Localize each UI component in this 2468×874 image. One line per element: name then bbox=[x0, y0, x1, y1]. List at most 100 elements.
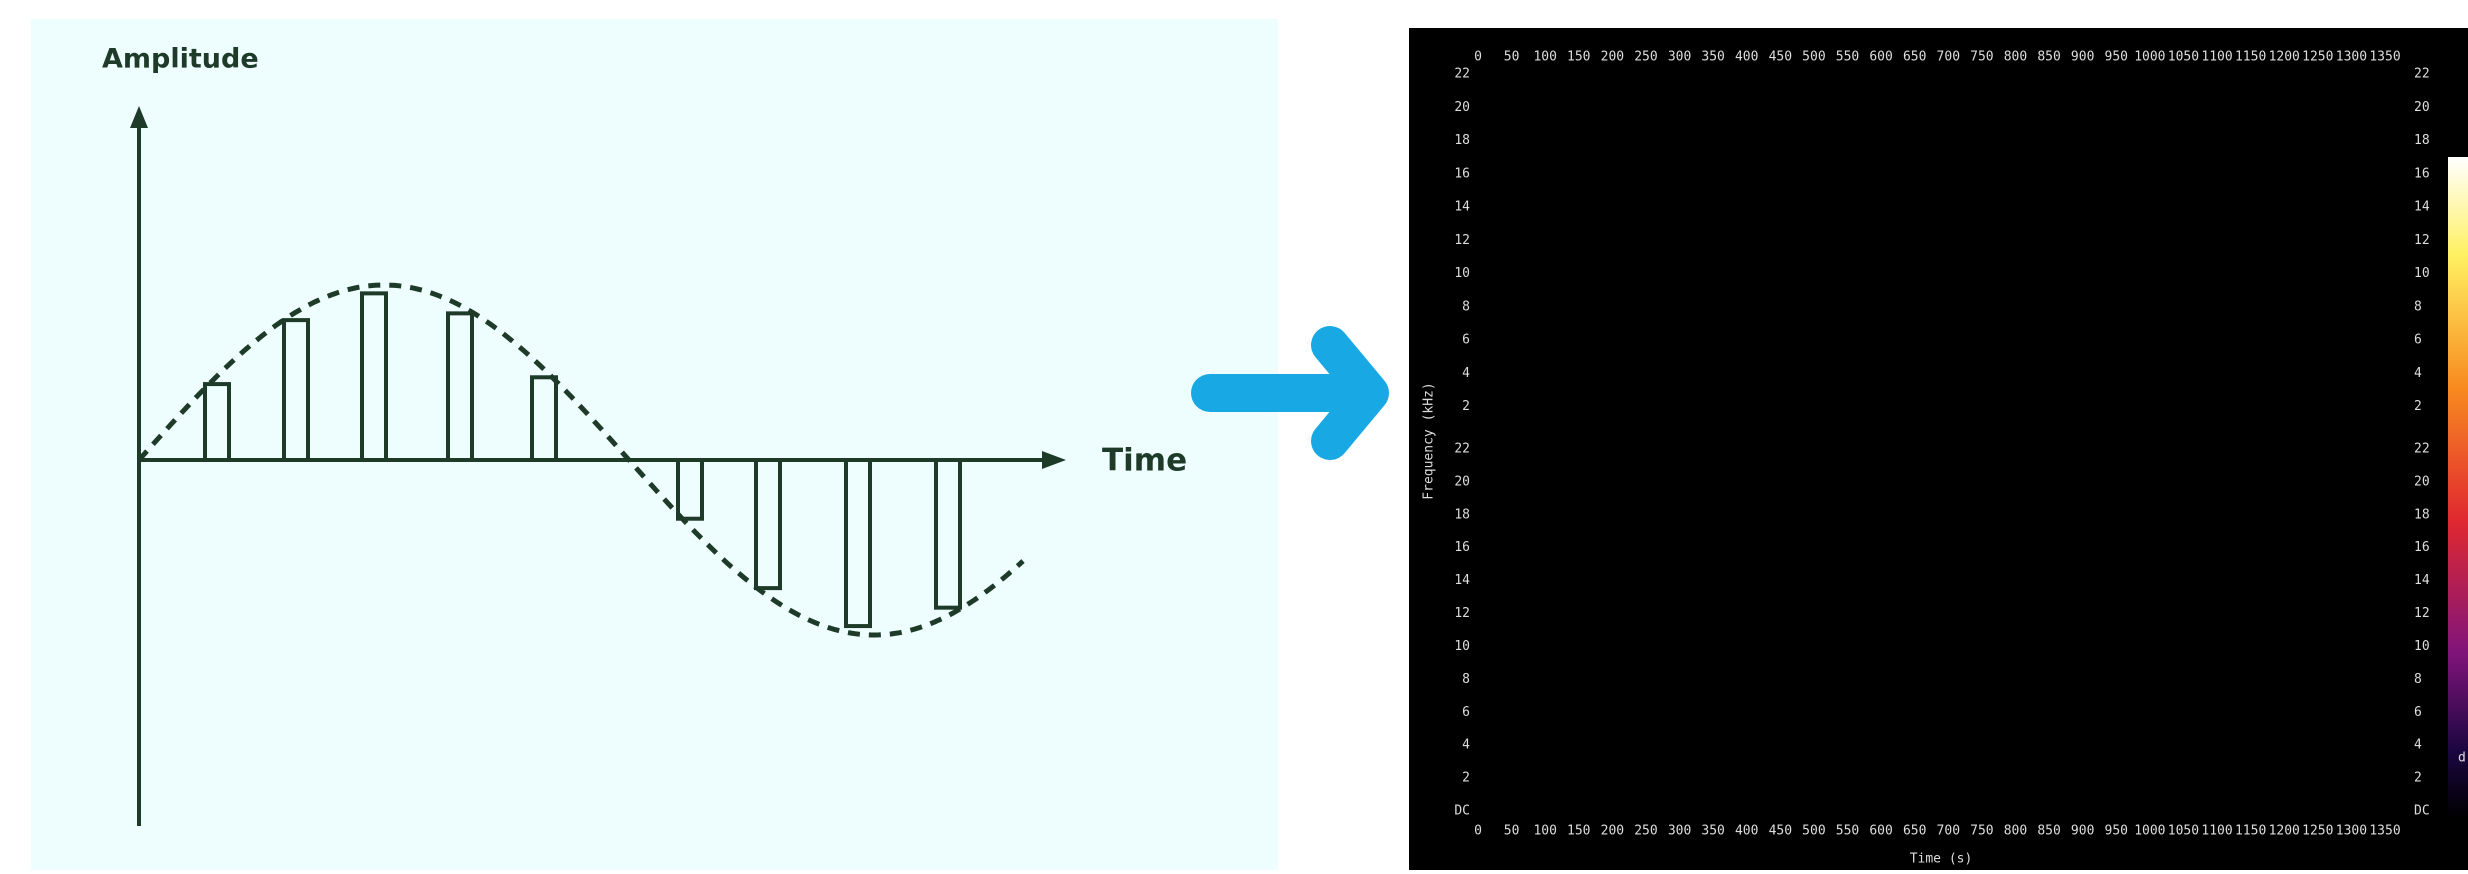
x-tick-label-top: 0 bbox=[1474, 50, 1482, 65]
x-tick-label-top: 850 bbox=[2037, 50, 2060, 65]
x-tick-label-bottom: 100 bbox=[1533, 824, 1556, 839]
x-tick-label-bottom: 300 bbox=[1668, 824, 1691, 839]
x-tick-label-top: 1050 bbox=[2168, 50, 2199, 65]
y-axis-label: Amplitude bbox=[102, 44, 259, 75]
x-tick-label-bottom: 150 bbox=[1567, 824, 1590, 839]
x-tick-label-top: 700 bbox=[1937, 50, 1960, 65]
y-tick-label-right: 10 bbox=[2414, 639, 2430, 654]
x-tick-label-top: 50 bbox=[1504, 50, 1520, 65]
x-tick-label-top: 500 bbox=[1802, 50, 1825, 65]
colorbar-label: d bbox=[2458, 751, 2466, 766]
y-tick-label-right: 22 bbox=[2414, 67, 2430, 82]
x-tick-label-top: 150 bbox=[1567, 50, 1590, 65]
y-tick-label-left: DC bbox=[1454, 804, 1470, 819]
x-tick-label-top: 1250 bbox=[2302, 50, 2333, 65]
x-axis-label: Time bbox=[1102, 443, 1187, 479]
figure: Amplitude Time d Time (s) Frequency (kHz… bbox=[0, 0, 2468, 870]
y-tick-label-right: 2 bbox=[2414, 399, 2422, 414]
x-tick-label-bottom: 550 bbox=[1836, 824, 1859, 839]
y-tick-label-left: 2 bbox=[1462, 771, 1470, 786]
y-axis-title: Frequency (kHz) bbox=[1422, 382, 1437, 499]
y-tick-label-left: 20 bbox=[1454, 474, 1470, 489]
y-tick-label-left: 20 bbox=[1454, 100, 1470, 115]
x-tick-label-top: 1350 bbox=[2369, 50, 2400, 65]
y-tick-label-left: 4 bbox=[1462, 738, 1470, 753]
colorbar bbox=[2448, 157, 2468, 818]
x-tick-label-bottom: 500 bbox=[1802, 824, 1825, 839]
x-tick-label-bottom: 250 bbox=[1634, 824, 1657, 839]
x-tick-label-top: 1100 bbox=[2201, 50, 2232, 65]
x-tick-label-top: 400 bbox=[1735, 50, 1758, 65]
y-tick-label-left: 12 bbox=[1454, 233, 1470, 248]
x-tick-label-top: 1300 bbox=[2336, 50, 2367, 65]
x-tick-label-bottom: 800 bbox=[2004, 824, 2027, 839]
y-tick-label-right: 22 bbox=[2414, 442, 2430, 457]
y-tick-label-right: 10 bbox=[2414, 266, 2430, 281]
x-tick-label-top: 550 bbox=[1836, 50, 1859, 65]
y-tick-label-right: 16 bbox=[2414, 166, 2430, 181]
y-tick-label-left: 8 bbox=[1462, 672, 1470, 687]
y-tick-label-left: 16 bbox=[1454, 166, 1470, 181]
y-tick-label-right: 18 bbox=[2414, 507, 2430, 522]
y-tick-label-right: 20 bbox=[2414, 100, 2430, 115]
y-tick-label-right: 6 bbox=[2414, 333, 2422, 348]
x-tick-label-top: 300 bbox=[1668, 50, 1691, 65]
x-tick-label-bottom: 850 bbox=[2037, 824, 2060, 839]
y-tick-label-left: 4 bbox=[1462, 366, 1470, 381]
y-tick-label-left: 14 bbox=[1454, 573, 1470, 588]
x-tick-label-top: 950 bbox=[2105, 50, 2128, 65]
x-tick-label-bottom: 200 bbox=[1601, 824, 1624, 839]
y-tick-label-right: 18 bbox=[2414, 133, 2430, 148]
x-tick-label-top: 650 bbox=[1903, 50, 1926, 65]
y-tick-label-right: 8 bbox=[2414, 299, 2422, 314]
x-tick-label-bottom: 1300 bbox=[2336, 824, 2367, 839]
x-tick-label-bottom: 900 bbox=[2071, 824, 2094, 839]
y-tick-label-left: 10 bbox=[1454, 266, 1470, 281]
x-tick-label-top: 200 bbox=[1601, 50, 1624, 65]
x-tick-label-bottom: 1050 bbox=[2168, 824, 2199, 839]
x-tick-label-bottom: 700 bbox=[1937, 824, 1960, 839]
x-tick-label-bottom: 1000 bbox=[2134, 824, 2165, 839]
x-tick-label-top: 600 bbox=[1869, 50, 1892, 65]
y-tick-label-left: 10 bbox=[1454, 639, 1470, 654]
y-tick-label-right: 12 bbox=[2414, 233, 2430, 248]
x-tick-label-bottom: 400 bbox=[1735, 824, 1758, 839]
x-tick-label-top: 1000 bbox=[2134, 50, 2165, 65]
x-tick-label-bottom: 0 bbox=[1474, 824, 1482, 839]
x-tick-label-bottom: 950 bbox=[2105, 824, 2128, 839]
x-tick-label-top: 350 bbox=[1701, 50, 1724, 65]
y-tick-label-left: 18 bbox=[1454, 507, 1470, 522]
spectrogram-background bbox=[1409, 28, 2468, 870]
y-tick-label-left: 18 bbox=[1454, 133, 1470, 148]
x-axis-title: Time (s) bbox=[1910, 852, 1973, 867]
y-tick-label-right: 14 bbox=[2414, 573, 2430, 588]
x-tick-label-top: 1150 bbox=[2235, 50, 2266, 65]
x-tick-label-bottom: 50 bbox=[1504, 824, 1520, 839]
y-tick-label-left: 12 bbox=[1454, 606, 1470, 621]
diagram-background bbox=[31, 19, 1278, 870]
y-tick-label-left: 2 bbox=[1462, 399, 1470, 414]
y-tick-label-left: 16 bbox=[1454, 540, 1470, 555]
x-tick-label-bottom: 1250 bbox=[2302, 824, 2333, 839]
x-tick-label-top: 800 bbox=[2004, 50, 2027, 65]
y-tick-label-right: 12 bbox=[2414, 606, 2430, 621]
x-tick-label-top: 450 bbox=[1769, 50, 1792, 65]
x-tick-label-top: 750 bbox=[1970, 50, 1993, 65]
x-tick-label-top: 1200 bbox=[2269, 50, 2300, 65]
x-tick-label-top: 900 bbox=[2071, 50, 2094, 65]
y-tick-label-right: 6 bbox=[2414, 705, 2422, 720]
y-tick-label-left: 14 bbox=[1454, 200, 1470, 215]
x-tick-label-bottom: 1100 bbox=[2201, 824, 2232, 839]
x-tick-label-bottom: 350 bbox=[1701, 824, 1724, 839]
y-tick-label-right: DC bbox=[2414, 804, 2430, 819]
y-tick-label-right: 14 bbox=[2414, 200, 2430, 215]
x-tick-label-bottom: 750 bbox=[1970, 824, 1993, 839]
y-tick-label-right: 4 bbox=[2414, 366, 2422, 381]
y-tick-label-right: 8 bbox=[2414, 672, 2422, 687]
y-tick-label-left: 8 bbox=[1462, 299, 1470, 314]
x-tick-label-bottom: 1350 bbox=[2369, 824, 2400, 839]
y-tick-label-right: 20 bbox=[2414, 474, 2430, 489]
x-tick-label-bottom: 1150 bbox=[2235, 824, 2266, 839]
x-tick-label-bottom: 600 bbox=[1869, 824, 1892, 839]
x-tick-label-bottom: 1200 bbox=[2269, 824, 2300, 839]
